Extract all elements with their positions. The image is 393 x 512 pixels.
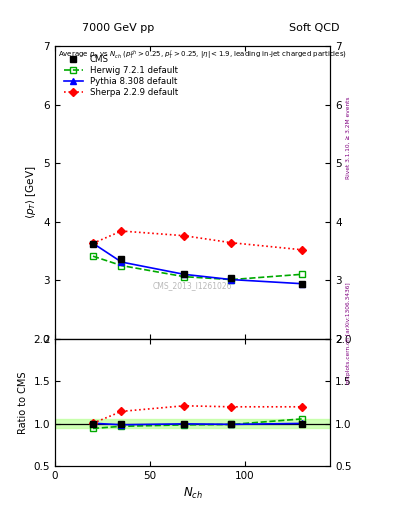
Legend: CMS, Herwig 7.2.1 default, Pythia 8.308 default, Sherpa 2.2.9 default: CMS, Herwig 7.2.1 default, Pythia 8.308 …: [62, 53, 180, 99]
CMS: [91, 241, 95, 247]
Sherpa 2.2.9 default: [182, 232, 186, 239]
Text: CMS_2013_I1261026: CMS_2013_I1261026: [153, 282, 232, 290]
Text: 7000 GeV pp: 7000 GeV pp: [82, 23, 154, 33]
Herwig 7.2.1 default: [91, 253, 95, 259]
Herwig 7.2.1 default: [182, 273, 186, 280]
CMS: [119, 256, 124, 262]
Pythia 8.308 default: [119, 259, 124, 265]
CMS: [182, 271, 186, 277]
Sherpa 2.2.9 default: [91, 240, 95, 246]
Pythia 8.308 default: [182, 271, 186, 278]
Line: CMS: CMS: [90, 241, 305, 287]
X-axis label: $N_{ch}$: $N_{ch}$: [183, 486, 202, 501]
Line: Sherpa 2.2.9 default: Sherpa 2.2.9 default: [90, 228, 305, 253]
Text: mcplots.cern.ch [arXiv:1306.3436]: mcplots.cern.ch [arXiv:1306.3436]: [346, 282, 351, 383]
Text: Soft QCD: Soft QCD: [289, 23, 340, 33]
Herwig 7.2.1 default: [299, 271, 304, 278]
Line: Herwig 7.2.1 default: Herwig 7.2.1 default: [90, 253, 305, 283]
Text: Rivet 3.1.10, ≥ 3.2M events: Rivet 3.1.10, ≥ 3.2M events: [346, 97, 351, 180]
Y-axis label: $\langle p_T \rangle$ [GeV]: $\langle p_T \rangle$ [GeV]: [24, 165, 38, 219]
Sherpa 2.2.9 default: [299, 247, 304, 253]
Text: Average $p_T$ vs $N_{ch}$ ($p_T^{ch}>0.25$, $p_T^l>0.25$, $|\eta|<1.9$, leading : Average $p_T$ vs $N_{ch}$ ($p_T^{ch}>0.2…: [58, 49, 347, 62]
Bar: [55, 419, 330, 428]
Pythia 8.308 default: [91, 240, 95, 246]
CMS: [229, 275, 234, 281]
Herwig 7.2.1 default: [119, 263, 124, 269]
Y-axis label: Ratio to CMS: Ratio to CMS: [18, 371, 28, 434]
CMS: [299, 281, 304, 287]
Pythia 8.308 default: [229, 276, 234, 283]
Sherpa 2.2.9 default: [119, 228, 124, 234]
Pythia 8.308 default: [299, 281, 304, 287]
Herwig 7.2.1 default: [229, 276, 234, 283]
Sherpa 2.2.9 default: [229, 240, 234, 246]
Line: Pythia 8.308 default: Pythia 8.308 default: [90, 240, 305, 287]
